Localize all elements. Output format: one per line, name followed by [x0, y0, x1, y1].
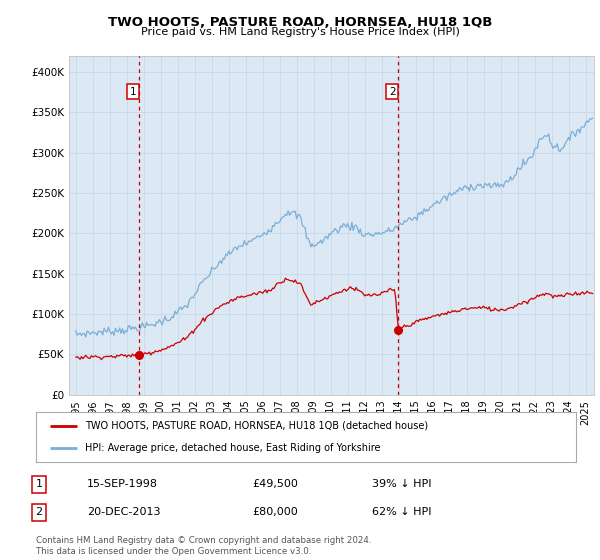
Text: 15-SEP-1998: 15-SEP-1998 [87, 479, 158, 489]
Text: 1: 1 [35, 479, 43, 489]
Text: 20-DEC-2013: 20-DEC-2013 [87, 507, 161, 517]
Text: TWO HOOTS, PASTURE ROAD, HORNSEA, HU18 1QB: TWO HOOTS, PASTURE ROAD, HORNSEA, HU18 1… [108, 16, 492, 29]
Text: 62% ↓ HPI: 62% ↓ HPI [372, 507, 431, 517]
Text: 2: 2 [389, 87, 395, 96]
Text: £49,500: £49,500 [252, 479, 298, 489]
Text: TWO HOOTS, PASTURE ROAD, HORNSEA, HU18 1QB (detached house): TWO HOOTS, PASTURE ROAD, HORNSEA, HU18 1… [85, 421, 428, 431]
Text: 39% ↓ HPI: 39% ↓ HPI [372, 479, 431, 489]
Text: Price paid vs. HM Land Registry's House Price Index (HPI): Price paid vs. HM Land Registry's House … [140, 27, 460, 37]
Text: HPI: Average price, detached house, East Riding of Yorkshire: HPI: Average price, detached house, East… [85, 443, 380, 453]
Text: 2: 2 [35, 507, 43, 517]
Text: 1: 1 [130, 87, 136, 96]
Text: £80,000: £80,000 [252, 507, 298, 517]
Text: Contains HM Land Registry data © Crown copyright and database right 2024.
This d: Contains HM Land Registry data © Crown c… [36, 536, 371, 556]
